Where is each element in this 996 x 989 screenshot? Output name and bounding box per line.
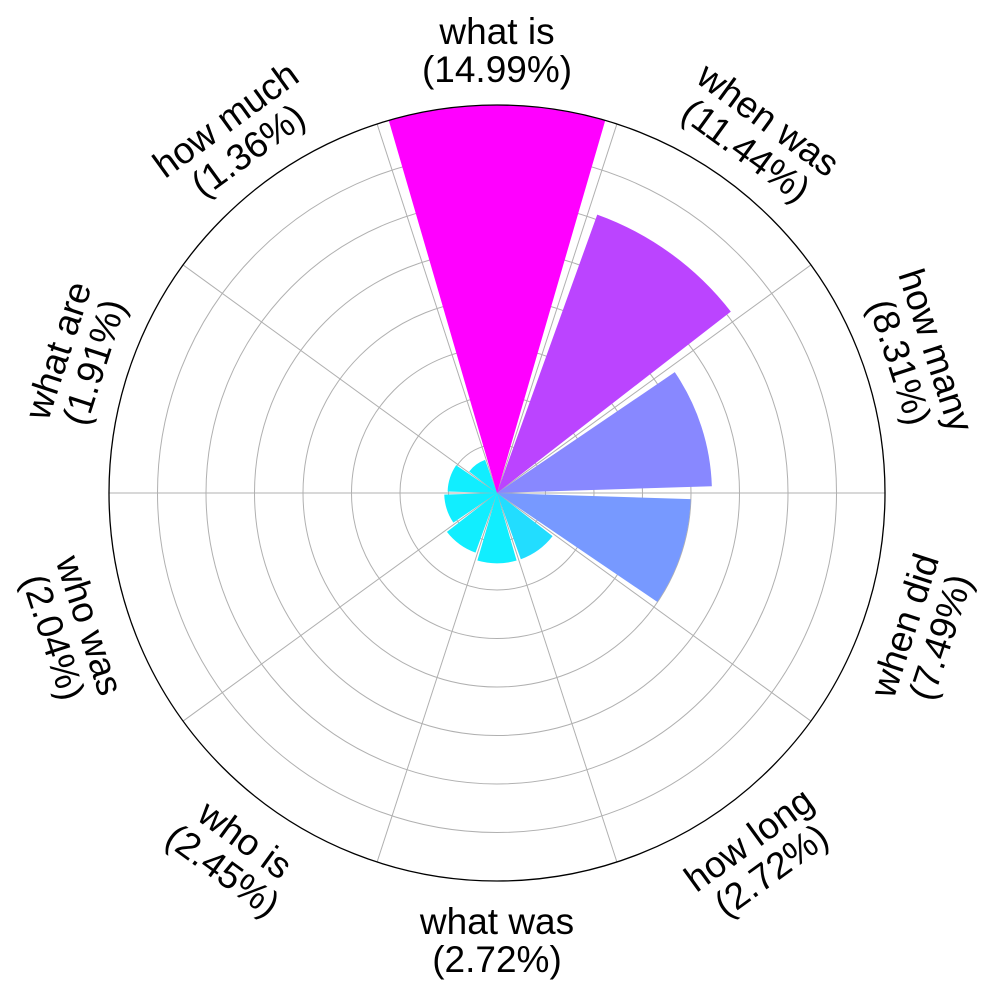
category-label-what-was: what was(2.72%) (419, 901, 574, 980)
category-label-when-did: when did(7.49%) (862, 549, 980, 705)
outer-ring (108, 104, 886, 882)
category-label-how-much: how much(1.36%) (145, 53, 312, 205)
grid-spoke (182, 492, 498, 722)
grid-spoke (182, 264, 498, 494)
category-label-who-was: who was(2.04%) (14, 550, 131, 705)
grid-spoke (376, 123, 498, 494)
category-percent: (14.99%) (422, 49, 572, 90)
grid-spoke (496, 264, 812, 494)
grid (109, 123, 885, 863)
bar-what-is (388, 105, 606, 494)
bar-when-was (497, 214, 731, 493)
grid-spoke (376, 492, 498, 863)
category-name: what was (419, 901, 574, 942)
bars (388, 105, 731, 602)
category-label-how-many: how many(8.31%) (860, 264, 981, 438)
bar-how-much (469, 459, 497, 493)
bar-who-was (444, 493, 497, 523)
grid-spoke (496, 123, 618, 494)
grid-spoke (496, 492, 618, 863)
bar-who-is (446, 493, 497, 553)
grid-spoke (496, 492, 812, 722)
category-label-what-is: what is(14.99%) (422, 11, 572, 90)
category-percent: (2.72%) (432, 939, 562, 980)
category-label-how-long: how long(2.72%) (677, 780, 836, 926)
bar-what-was (477, 493, 517, 564)
bar-how-many (497, 372, 712, 493)
category-label-when-was: when was(11.44%) (674, 54, 847, 210)
category-label-what-are: what are(1.91%) (16, 277, 133, 431)
category-name: what is (438, 11, 554, 52)
category-label-who-is: who is(2.45%) (158, 792, 299, 925)
bar-what-are (447, 465, 497, 493)
bar-how-long (497, 493, 553, 560)
bar-when-did (497, 493, 691, 602)
